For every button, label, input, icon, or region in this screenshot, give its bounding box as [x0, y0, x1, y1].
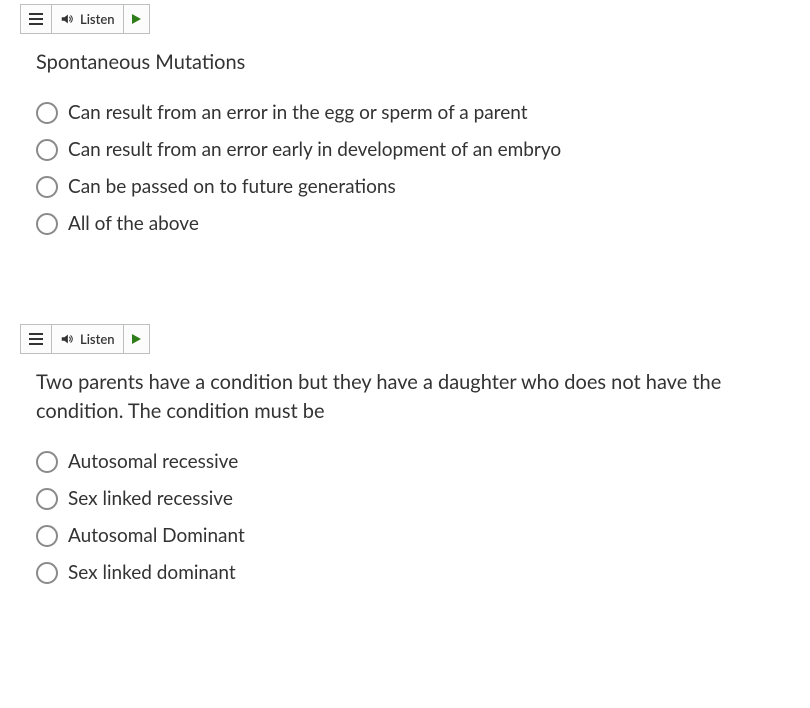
option: Sex linked dominant	[36, 561, 810, 584]
option: All of the above	[36, 212, 810, 235]
radio-input[interactable]	[36, 562, 58, 584]
spacer	[0, 235, 810, 320]
option: Can result from an error early in develo…	[36, 138, 810, 161]
option-label[interactable]: Can result from an error in the egg or s…	[68, 101, 528, 124]
menu-button[interactable]	[21, 5, 52, 33]
option-label[interactable]: Sex linked recessive	[68, 487, 233, 510]
question-block-1: Listen Spontaneous Mutations Can result …	[0, 0, 810, 235]
play-button[interactable]	[124, 325, 149, 353]
audio-toolbar: Listen	[20, 4, 150, 34]
option-label[interactable]: Can be passed on to future generations	[68, 175, 396, 198]
menu-icon	[29, 13, 43, 25]
listen-button[interactable]: Listen	[52, 5, 124, 33]
radio-input[interactable]	[36, 213, 58, 235]
option-label[interactable]: Autosomal Dominant	[68, 524, 245, 547]
listen-label: Listen	[80, 331, 115, 347]
options-group: Autosomal recessive Sex linked recessive…	[36, 450, 810, 584]
radio-input[interactable]	[36, 525, 58, 547]
question-block-2: Listen Two parents have a condition but …	[0, 320, 810, 584]
option-label[interactable]: Sex linked dominant	[68, 561, 236, 584]
option: Sex linked recessive	[36, 487, 810, 510]
options-group: Can result from an error in the egg or s…	[36, 101, 810, 235]
radio-input[interactable]	[36, 139, 58, 161]
radio-input[interactable]	[36, 451, 58, 473]
question-prompt: Two parents have a condition but they ha…	[36, 368, 810, 426]
radio-input[interactable]	[36, 488, 58, 510]
menu-button[interactable]	[21, 325, 52, 353]
option: Can be passed on to future generations	[36, 175, 810, 198]
listen-label: Listen	[80, 11, 115, 27]
option-label[interactable]: All of the above	[68, 212, 199, 235]
option-label[interactable]: Autosomal recessive	[68, 450, 238, 473]
menu-icon	[29, 333, 43, 345]
question-prompt: Spontaneous Mutations	[36, 48, 810, 77]
option: Can result from an error in the egg or s…	[36, 101, 810, 124]
play-icon	[132, 14, 141, 24]
listen-button[interactable]: Listen	[52, 325, 124, 353]
option: Autosomal Dominant	[36, 524, 810, 547]
sound-icon	[60, 332, 74, 346]
sound-icon	[60, 12, 74, 26]
option: Autosomal recessive	[36, 450, 810, 473]
option-label[interactable]: Can result from an error early in develo…	[68, 138, 561, 161]
radio-input[interactable]	[36, 102, 58, 124]
play-button[interactable]	[124, 5, 149, 33]
play-icon	[132, 334, 141, 344]
audio-toolbar: Listen	[20, 324, 150, 354]
radio-input[interactable]	[36, 176, 58, 198]
